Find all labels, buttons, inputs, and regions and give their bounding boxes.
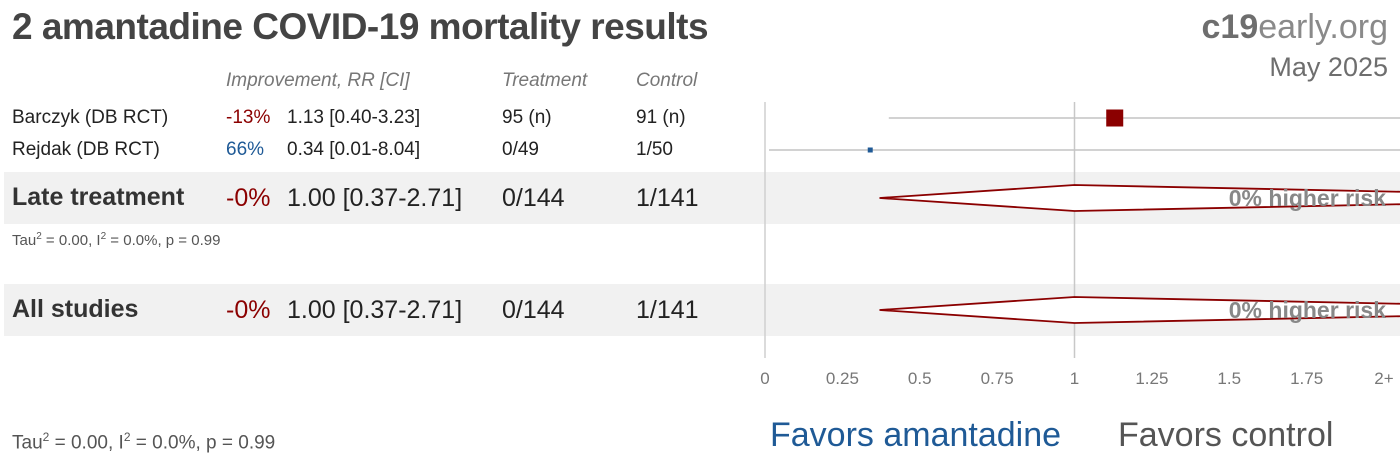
page-title: 2 amantadine COVID-19 mortality results [12, 6, 709, 47]
header-control: Control [636, 70, 698, 91]
study-name[interactable]: Barczyk (DB RCT) [12, 107, 169, 128]
footer-heterogeneity: Tau2 = 0.00, I2 = 0.0%, p = 0.99 [12, 430, 276, 454]
all-control: 1/141 [636, 296, 699, 324]
brand-bold: c19 [1201, 8, 1259, 46]
point-estimate-marker [1106, 109, 1124, 127]
brand-rest: early.org [1258, 8, 1388, 46]
footer-tau-value: 0.00 [70, 432, 108, 454]
x-tick-label: 1.5 [1217, 369, 1241, 388]
late-heterogeneity: Tau2 = 0.00, I2 = 0.0%, p = 0.99 [12, 231, 221, 249]
favors-control-label: Favors control [1118, 416, 1334, 454]
report-date: May 2025 [1269, 52, 1388, 82]
late-control: 1/141 [636, 184, 699, 212]
late-tau-value: 0.00 [58, 232, 89, 249]
x-tick-label: 1.75 [1290, 369, 1323, 388]
all-rr: 1.00 [0.37-2.71] [287, 296, 463, 324]
site-brand[interactable]: c19early.org [1202, 8, 1389, 47]
all-studies-label: All studies [12, 295, 139, 323]
footer-p-value: 0.99 [238, 432, 276, 454]
pooled-diamond [879, 296, 1400, 324]
x-tick-label: 0.25 [826, 369, 859, 388]
study-improvement: 66% [226, 139, 265, 160]
pooled-diamond [879, 184, 1400, 212]
x-tick-label: 0.5 [908, 369, 932, 388]
study-rr: 0.34 [0.01-8.04] [287, 139, 421, 160]
study-improvement: -13% [226, 107, 271, 128]
x-tick-label: 1 [1070, 369, 1079, 388]
study-control: 91 (n) [636, 107, 686, 128]
x-tick-label: 0 [760, 369, 769, 388]
late-rr: 1.00 [0.37-2.71] [287, 184, 463, 212]
risk-label: 0% higher risk [1229, 185, 1386, 211]
study-rr: 1.13 [0.40-3.23] [287, 107, 421, 128]
study-name[interactable]: Rejdak (DB RCT) [12, 139, 160, 160]
risk-label: 0% higher risk [1229, 297, 1386, 323]
late-i2-value: 0.0% [123, 232, 158, 249]
late-treatment-label: Late treatment [12, 183, 185, 211]
header-treatment: Treatment [502, 70, 588, 91]
point-estimate-marker [867, 147, 873, 153]
x-tick-label: 1.25 [1135, 369, 1168, 388]
study-treatment: 0/49 [502, 139, 539, 160]
x-tick-label: 0.75 [981, 369, 1014, 388]
all-improvement: -0% [226, 296, 271, 324]
late-improvement: -0% [226, 184, 271, 212]
header-improvement: Improvement, RR [CI] [226, 70, 410, 91]
late-p-value: 0.99 [191, 232, 221, 249]
x-tick-label: 2+ [1374, 369, 1393, 388]
late-treatment: 0/144 [502, 184, 565, 212]
favors-treatment-label: Favors amantadine [770, 416, 1062, 454]
study-control: 1/50 [636, 139, 673, 160]
footer-i2-value: 0.0% [152, 432, 196, 454]
all-treatment: 0/144 [502, 296, 565, 324]
study-treatment: 95 (n) [502, 107, 552, 128]
